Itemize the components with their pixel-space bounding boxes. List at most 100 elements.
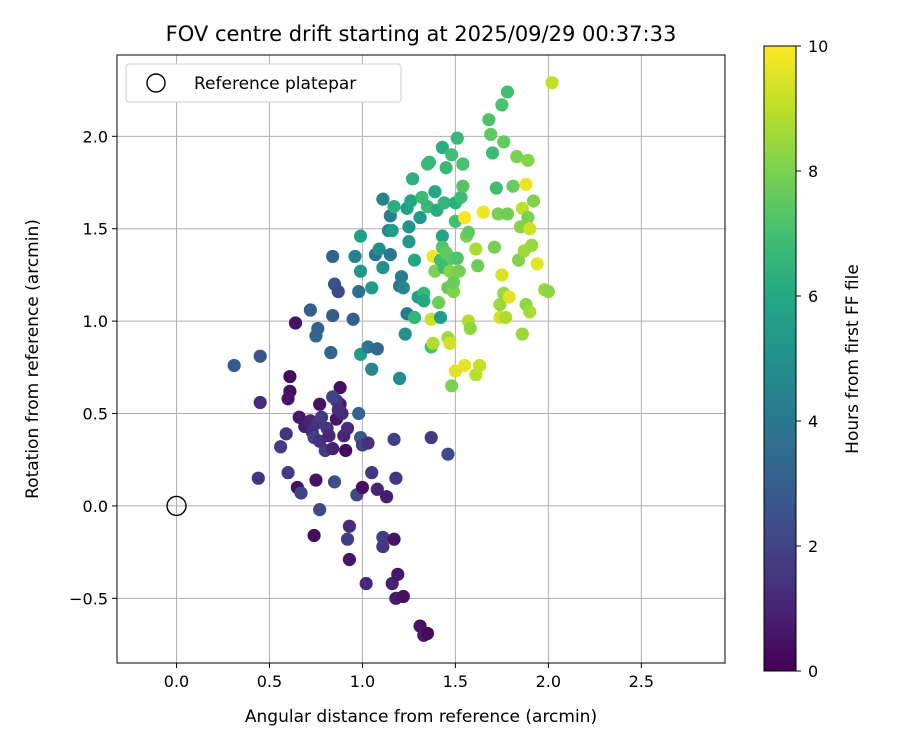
colorbar-tick-label: 8 (808, 162, 818, 181)
data-point (387, 532, 401, 546)
y-tick-label: 0.5 (83, 405, 108, 424)
y-tick-label: 1.0 (83, 312, 108, 331)
data-point (333, 381, 347, 395)
data-point (469, 242, 483, 256)
data-point (326, 442, 340, 456)
data-point (394, 270, 409, 284)
data-point (365, 466, 379, 480)
data-point (307, 528, 321, 543)
data-point (352, 284, 366, 299)
data-point (435, 140, 449, 155)
data-point (407, 310, 422, 325)
data-point (445, 379, 459, 393)
y-ticks: −0.5 0.0 0.5 1.0 1.5 2.0 (69, 127, 117, 608)
data-point (387, 432, 401, 446)
data-point (437, 196, 451, 210)
data-point (359, 576, 373, 591)
data-point (355, 480, 370, 495)
data-point (324, 345, 338, 360)
x-tick-label: 1.5 (443, 672, 468, 691)
data-point (385, 223, 399, 238)
data-point (506, 179, 520, 193)
data-point (450, 251, 464, 265)
y-tick-label: 2.0 (83, 127, 108, 146)
data-point (327, 475, 342, 489)
data-point (352, 406, 366, 421)
data-point (433, 310, 448, 325)
data-point (519, 177, 533, 191)
data-point (376, 539, 390, 554)
data-point (227, 358, 241, 373)
data-point (422, 155, 436, 169)
data-point (541, 284, 555, 299)
data-point (452, 264, 466, 278)
data-point (450, 131, 464, 145)
data-point (500, 85, 515, 99)
data-point (525, 238, 539, 252)
data-point (495, 98, 509, 112)
data-point (340, 421, 355, 435)
data-point (340, 532, 355, 546)
data-point (497, 135, 511, 149)
data-point (309, 473, 323, 487)
data-point (326, 249, 340, 264)
data-point (523, 305, 537, 319)
data-point (471, 259, 485, 273)
data-point (424, 430, 438, 445)
colorbar-tick-label: 0 (808, 662, 818, 681)
data-point (346, 312, 360, 326)
x-ticks: 0.0 0.5 1.0 1.5 2.0 2.5 (164, 663, 654, 691)
data-point (523, 222, 537, 236)
data-point (495, 268, 509, 282)
data-point (365, 281, 379, 295)
data-point (406, 172, 420, 186)
colorbar: 0 2 4 6 8 10 Hours from first FF file (763, 37, 863, 681)
data-point (530, 257, 544, 271)
data-point (253, 395, 267, 410)
data-point (515, 327, 529, 341)
colorbar-tick-label: 6 (808, 287, 818, 306)
data-point (441, 447, 455, 461)
data-point (443, 336, 457, 350)
data-point (331, 403, 345, 417)
data-point (476, 205, 490, 219)
data-point (342, 519, 357, 533)
colorbar-tick-label: 4 (808, 412, 818, 431)
data-point (370, 342, 384, 356)
data-point (380, 490, 394, 504)
data-point (420, 626, 435, 641)
data-point (458, 358, 472, 373)
data-point (417, 294, 431, 308)
data-point (313, 397, 327, 411)
data-point (456, 157, 470, 171)
data-point (526, 194, 541, 208)
data-point (387, 199, 401, 214)
colorbar-label: Hours from first FF file (843, 264, 863, 454)
data-point (487, 240, 502, 254)
data-point (326, 308, 340, 323)
data-point (456, 179, 470, 193)
y-tick-label: 1.5 (83, 220, 108, 239)
data-point (432, 296, 446, 310)
legend-marker-icon (146, 73, 166, 93)
colorbar-tick-label: 2 (808, 537, 818, 556)
data-point (435, 229, 449, 243)
x-tick-label: 1.0 (350, 672, 375, 691)
data-point (489, 181, 503, 195)
data-point (396, 589, 410, 604)
data-point (498, 310, 513, 325)
data-point (389, 471, 403, 485)
data-point (472, 358, 487, 373)
data-point (398, 327, 412, 341)
data-point (463, 321, 477, 336)
x-axis-label: Angular distance from reference (arcmin) (245, 707, 597, 727)
data-point (500, 207, 515, 221)
data-point (502, 290, 516, 304)
data-point (279, 427, 293, 441)
data-point (407, 253, 422, 267)
data-point (370, 482, 384, 496)
data-point (383, 247, 397, 262)
data-point (281, 466, 295, 480)
x-tick-label: 2.5 (629, 672, 654, 691)
